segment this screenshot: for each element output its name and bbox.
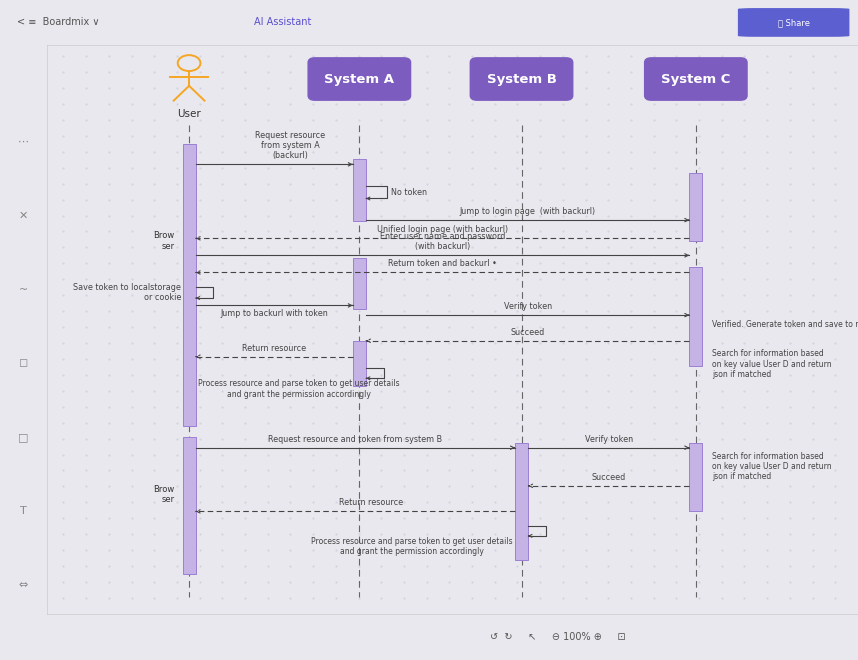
Text: Search for information based
on key value User D and return
json if matched: Search for information based on key valu… <box>712 451 831 481</box>
Text: Verify token: Verify token <box>584 435 632 444</box>
Text: User: User <box>178 109 201 119</box>
Text: ⇔: ⇔ <box>19 580 28 590</box>
Text: □: □ <box>18 432 29 442</box>
FancyBboxPatch shape <box>470 58 572 100</box>
Text: System C: System C <box>662 73 730 86</box>
Bar <box>689 443 703 512</box>
Bar <box>515 443 528 560</box>
Text: Jump to login page  (with backurl): Jump to login page (with backurl) <box>460 207 595 216</box>
Bar <box>353 158 366 221</box>
FancyBboxPatch shape <box>308 58 410 100</box>
Text: < ≡  Boardmix ∨: < ≡ Boardmix ∨ <box>17 17 100 28</box>
Text: ⋯: ⋯ <box>18 137 29 147</box>
Text: System B: System B <box>486 73 557 86</box>
Bar <box>353 258 366 310</box>
Text: Brow
ser: Brow ser <box>154 484 174 504</box>
FancyBboxPatch shape <box>644 58 747 100</box>
Text: Unified login page (with backurl): Unified login page (with backurl) <box>377 225 508 234</box>
Text: Return resource: Return resource <box>340 498 403 508</box>
Text: Jump to backurl with token: Jump to backurl with token <box>221 310 328 318</box>
FancyBboxPatch shape <box>738 8 849 37</box>
Text: Succeed: Succeed <box>591 473 625 482</box>
Text: Request resource and token from system B: Request resource and token from system B <box>269 435 443 444</box>
Text: Return resource: Return resource <box>242 344 306 352</box>
Text: ~: ~ <box>19 284 28 294</box>
Bar <box>689 267 703 366</box>
Bar <box>183 145 196 426</box>
Text: Enter user name and password
(with backurl): Enter user name and password (with backu… <box>380 232 505 251</box>
Text: Save token to localstorage
or cookie: Save token to localstorage or cookie <box>73 282 181 302</box>
Text: Search for information based
on key value User D and return
json if matched: Search for information based on key valu… <box>712 349 831 379</box>
Text: Return token and backurl •: Return token and backurl • <box>388 259 497 269</box>
Bar <box>183 438 196 574</box>
Text: Process resource and parse token to get user details
and grant the permission ac: Process resource and parse token to get … <box>197 379 399 399</box>
Text: No token: No token <box>391 187 427 197</box>
Text: T: T <box>21 506 27 516</box>
Text: 🔗 Share: 🔗 Share <box>777 18 810 27</box>
Text: ✕: ✕ <box>19 211 28 220</box>
Text: Process resource and parse token to get user details
and grant the permission ac: Process resource and parse token to get … <box>311 537 513 556</box>
Text: AI Assistant: AI Assistant <box>255 17 311 28</box>
Text: ◻: ◻ <box>19 358 28 368</box>
Bar <box>353 341 366 386</box>
Text: Succeed: Succeed <box>511 328 545 337</box>
Text: Verify token: Verify token <box>504 302 552 311</box>
Text: Request resource
from system A
(backurl): Request resource from system A (backurl) <box>256 131 325 160</box>
Text: Verified. Generate token and save to redis: Verified. Generate token and save to red… <box>712 320 858 329</box>
Text: System A: System A <box>324 73 395 86</box>
Bar <box>689 173 703 241</box>
Text: ↺  ↻     ↖     ⊖ 100% ⊕     ⊡: ↺ ↻ ↖ ⊖ 100% ⊕ ⊡ <box>490 632 625 642</box>
Text: Brow
ser: Brow ser <box>154 232 174 251</box>
